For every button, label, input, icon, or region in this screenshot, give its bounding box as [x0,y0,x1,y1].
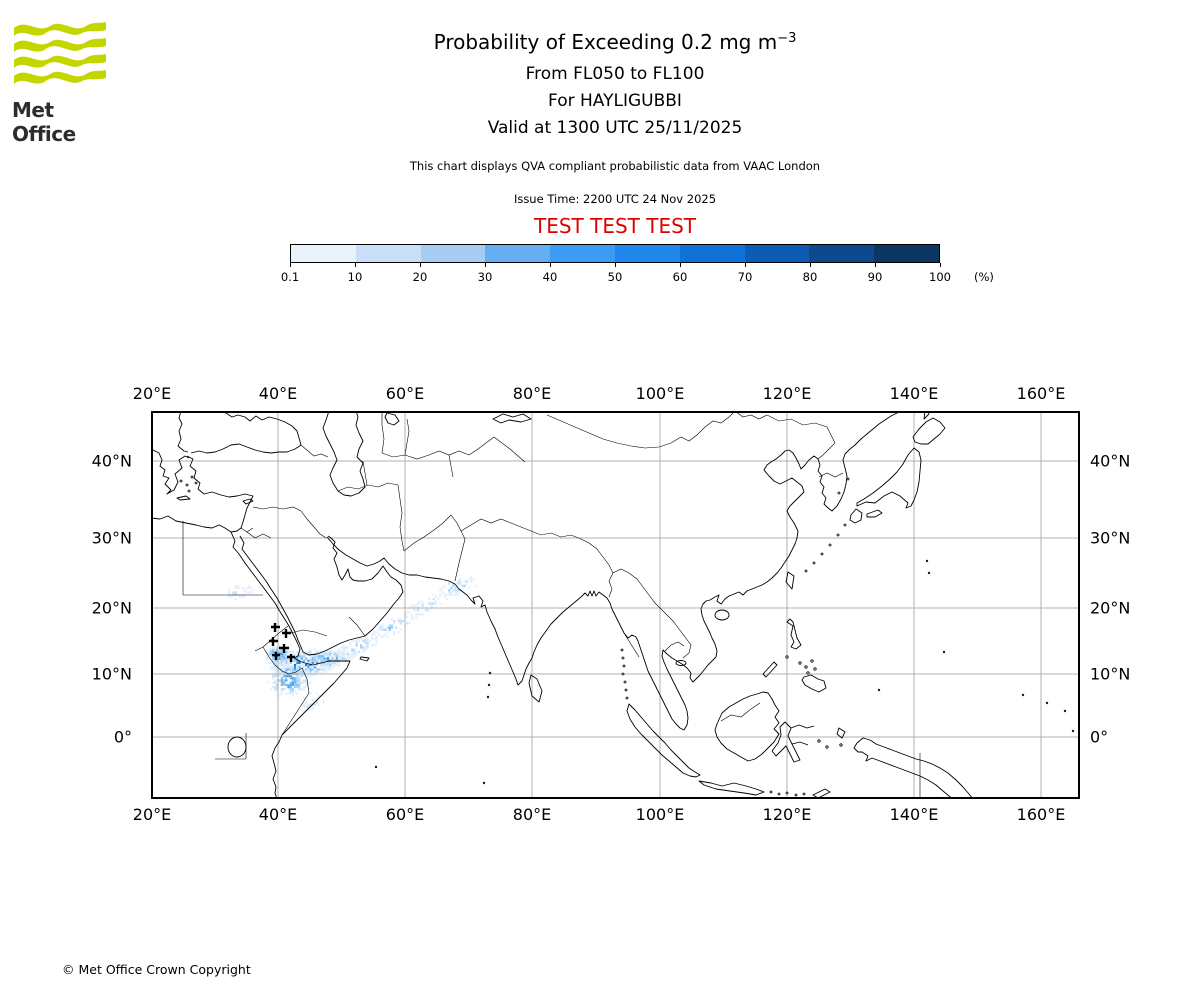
longitude-tick-label: 80°E [512,805,552,824]
map-canvas [151,411,1080,799]
colorbar-tick [810,263,811,267]
coastlines [151,411,974,799]
longitude-tick-label: 100°E [635,384,685,403]
colorbar-tick [875,263,876,267]
latitude-tick-label: 0° [1090,727,1109,747]
colorbar-tick [745,263,746,267]
longitude-tick-label: 40°E [258,805,298,824]
map-frame [151,411,1080,799]
colorbar-segment [485,245,551,262]
colorbar-tick [940,263,941,267]
ash-probability-plume [228,576,477,713]
colorbar-tick-label: 50 [607,270,623,284]
chart-title-text: Probability of Exceeding 0.2 mg m [433,30,778,54]
latitude-tick-label: 10°N [91,664,132,684]
colorbar-tick [485,263,486,267]
colorbar-tick-label: 60 [672,270,688,284]
colorbar-segment [744,245,810,262]
chart-title-exponent: −3 [777,31,797,46]
longitude-tick-label: 140°E [889,805,939,824]
test-banner: TEST TEST TEST [533,214,696,238]
longitude-tick-label: 140°E [889,384,939,403]
longitude-tick-label: 20°E [132,805,172,824]
colorbar-tick-label: 90 [867,270,883,284]
latitude-tick-label: 40°N [1090,451,1131,471]
volcano-marker-hayligubbi [269,623,295,662]
met-office-logo: Met Office [12,16,122,146]
colorbar-segment [355,245,421,262]
colorbar-segment [874,245,939,262]
chart-title: Probability of Exceeding 0.2 mg m−3 [15,30,1200,54]
colorbar-segment [420,245,486,262]
colorbar-segment [679,245,745,262]
latitude-tick-label: 20°N [91,598,132,618]
probability-colorbar: 0.1 10 20 30 40 50 60 70 80 90 100 (%) [281,244,994,294]
colorbar-tick [680,263,681,267]
longitude-tick-label: 60°E [385,384,425,403]
colorbar-segments [290,244,940,263]
latitude-tick-label: 40°N [91,451,132,471]
longitude-tick-label: 160°E [1016,384,1066,403]
longitude-tick-label: 60°E [385,805,425,824]
colorbar-tick [420,263,421,267]
latitude-tick-label: 30°N [91,528,132,548]
colorbar-segment [809,245,875,262]
longitude-tick-label: 100°E [635,805,685,824]
colorbar-segment [614,245,680,262]
copyright-notice: © Met Office Crown Copyright [62,962,251,977]
country-borders [182,411,921,799]
colorbar-tick-label: 0.1 [280,270,300,284]
graticule [151,411,1080,799]
colorbar-tick [290,263,291,267]
longitude-tick-label: 160°E [1016,805,1066,824]
colorbar-tick-label: 20 [412,270,428,284]
issue-time: Issue Time: 2200 UTC 24 Nov 2025 [513,192,717,206]
latitude-tick-label: 0° [113,727,132,747]
small-islands [179,475,1075,797]
met-office-waves-icon [14,22,106,84]
colorbar-tick-label: 40 [542,270,558,284]
subtitle-valid-time: Valid at 1300 UTC 25/11/2025 [487,118,743,138]
colorbar-tick-label: 80 [802,270,818,284]
colorbar-tick [615,263,616,267]
colorbar-segment [550,245,615,262]
longitude-tick-label: 40°E [258,384,298,403]
colorbar-tick-label: 10 [347,270,363,284]
colorbar-tick-label: 70 [737,270,753,284]
colorbar-segment [291,245,356,262]
latitude-tick-label: 30°N [1090,528,1131,548]
qva-description: This chart displays QVA compliant probab… [409,159,821,173]
longitude-tick-label: 120°E [762,384,812,403]
colorbar-unit-label: (%) [974,270,994,284]
latitude-tick-label: 20°N [1090,598,1131,618]
colorbar-tick [355,263,356,267]
longitude-tick-label: 20°E [132,384,172,403]
met-office-wordmark: Met Office [12,98,76,146]
latitude-tick-label: 10°N [1090,664,1131,684]
subtitle-volcano: For HAYLIGUBBI [548,91,682,111]
subtitle-flight-levels: From FL050 to FL100 [525,64,705,84]
colorbar-tick-label: 100 [929,270,951,284]
longitude-tick-label: 80°E [512,384,552,403]
colorbar-tick [550,263,551,267]
colorbar-tick-label: 30 [477,270,493,284]
longitude-tick-label: 120°E [762,805,812,824]
